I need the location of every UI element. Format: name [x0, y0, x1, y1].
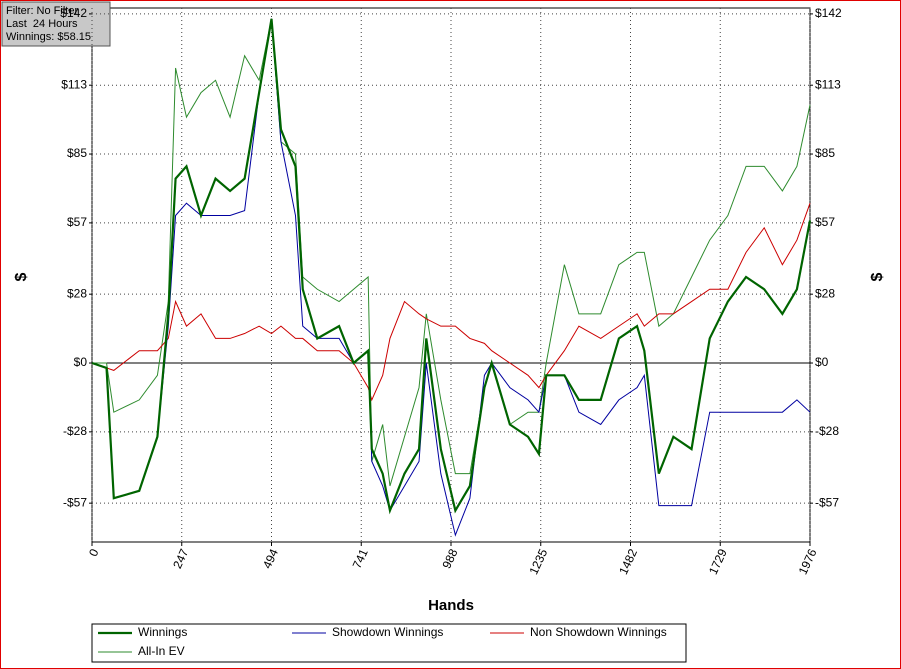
series-line — [92, 18, 811, 487]
y2-tick-label: $0 — [815, 355, 829, 369]
legend-label: Winnings — [138, 625, 187, 639]
y2-tick-label: $85 — [815, 146, 835, 160]
y-tick-label: -$57 — [63, 495, 87, 509]
y-tick-label: $85 — [67, 146, 87, 160]
y-tick-label: $113 — [61, 77, 87, 91]
y2-tick-label: -$57 — [815, 495, 839, 509]
legend — [91, 623, 687, 663]
series-line — [91, 18, 811, 537]
y-tick-label: -$28 — [63, 424, 87, 438]
legend-label: Showdown Winnings — [332, 625, 443, 639]
y2-tick-label: -$28 — [815, 424, 839, 438]
y2-tick-label: $28 — [815, 286, 835, 300]
y-tick-label: $142 — [60, 6, 87, 20]
y2-tick-label: $113 — [815, 77, 841, 91]
y-tick-label: $57 — [67, 215, 87, 229]
info-text: Winnings: $58.15 — [6, 31, 91, 43]
y2-axis-label: $ — [869, 272, 886, 281]
y-tick-label: $28 — [67, 286, 87, 300]
series-line — [91, 18, 812, 515]
legend-label: All-In EV — [138, 644, 185, 658]
y-axis-label: $ — [13, 272, 30, 281]
y2-tick-label: $57 — [815, 215, 835, 229]
series-line — [91, 203, 811, 402]
info-text: Filter: No Filter — [6, 5, 78, 17]
legend-label: Non Showdown Winnings — [530, 625, 667, 639]
info-text: Last 24 Hours — [6, 18, 78, 30]
x-axis-label: Hands — [428, 597, 474, 614]
y-tick-label: $0 — [74, 355, 88, 369]
y2-tick-label: $142 — [815, 6, 842, 20]
